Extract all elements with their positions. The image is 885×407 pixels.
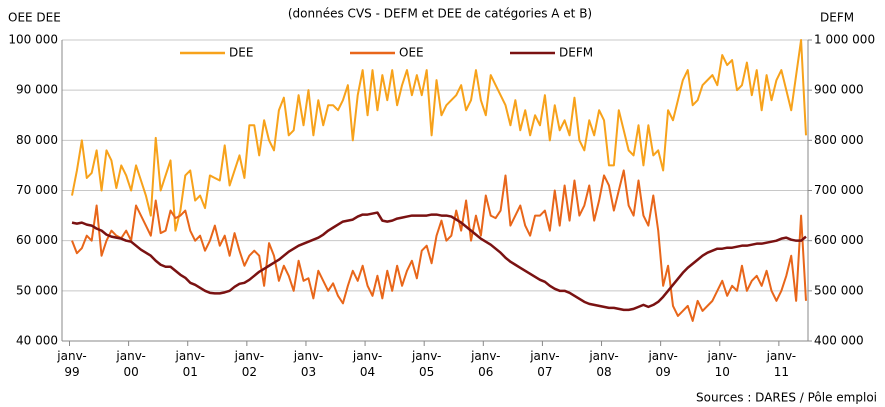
legend-label: DEE xyxy=(229,46,253,60)
y-tick-label: 70 000 xyxy=(16,183,58,197)
x-tick-label: janv-99 xyxy=(57,349,87,379)
x-tick-label: janv-04 xyxy=(352,349,383,379)
y-tick-label: 100 000 xyxy=(8,33,58,47)
y-tick-label: 40 000 xyxy=(16,334,58,348)
series-line xyxy=(71,39,807,232)
y2-tick-label: 500 000 xyxy=(814,283,864,297)
x-tick-label: janv-09 xyxy=(648,349,678,379)
y-tick-label: 50 000 xyxy=(16,283,58,297)
y-axis-title: OEE DEE xyxy=(8,11,61,25)
y2-tick-label: 600 000 xyxy=(814,233,864,247)
y-tick-label: 80 000 xyxy=(16,133,58,147)
x-tick-label: janv-10 xyxy=(707,349,737,379)
y-tick-label: 90 000 xyxy=(16,83,58,97)
x-tick-label: janv-07 xyxy=(530,349,560,379)
x-tick-label: janv-00 xyxy=(116,349,146,379)
series-line xyxy=(71,169,807,322)
x-tick-label: janv-03 xyxy=(293,349,324,379)
source: Sources : DARES / Pôle emploi xyxy=(696,391,877,405)
x-tick-label: janv-06 xyxy=(471,349,501,379)
x-tick-label: janv-01 xyxy=(175,349,205,379)
y2-tick-label: 700 000 xyxy=(814,183,864,197)
x-tick-label: janv-08 xyxy=(589,349,619,379)
x-tick-label: janv-11 xyxy=(766,349,797,379)
series-line xyxy=(71,211,807,312)
y2-tick-label: 1 000 000 xyxy=(814,33,875,47)
y2-tick-label: 800 000 xyxy=(814,133,864,147)
legend-label: OEE xyxy=(399,46,424,60)
y-tick-label: 60 000 xyxy=(16,233,58,247)
y2-tick-label: 400 000 xyxy=(814,334,864,348)
legend-label: DEFM xyxy=(559,46,593,60)
y2-tick-label: 900 000 xyxy=(814,83,864,97)
y2-axis-title: DEFM xyxy=(820,11,854,25)
subtitle: (données CVS - DEFM et DEE de catégories… xyxy=(288,7,592,21)
x-tick-label: janv-02 xyxy=(234,349,265,379)
x-tick-label: janv-05 xyxy=(411,349,442,379)
